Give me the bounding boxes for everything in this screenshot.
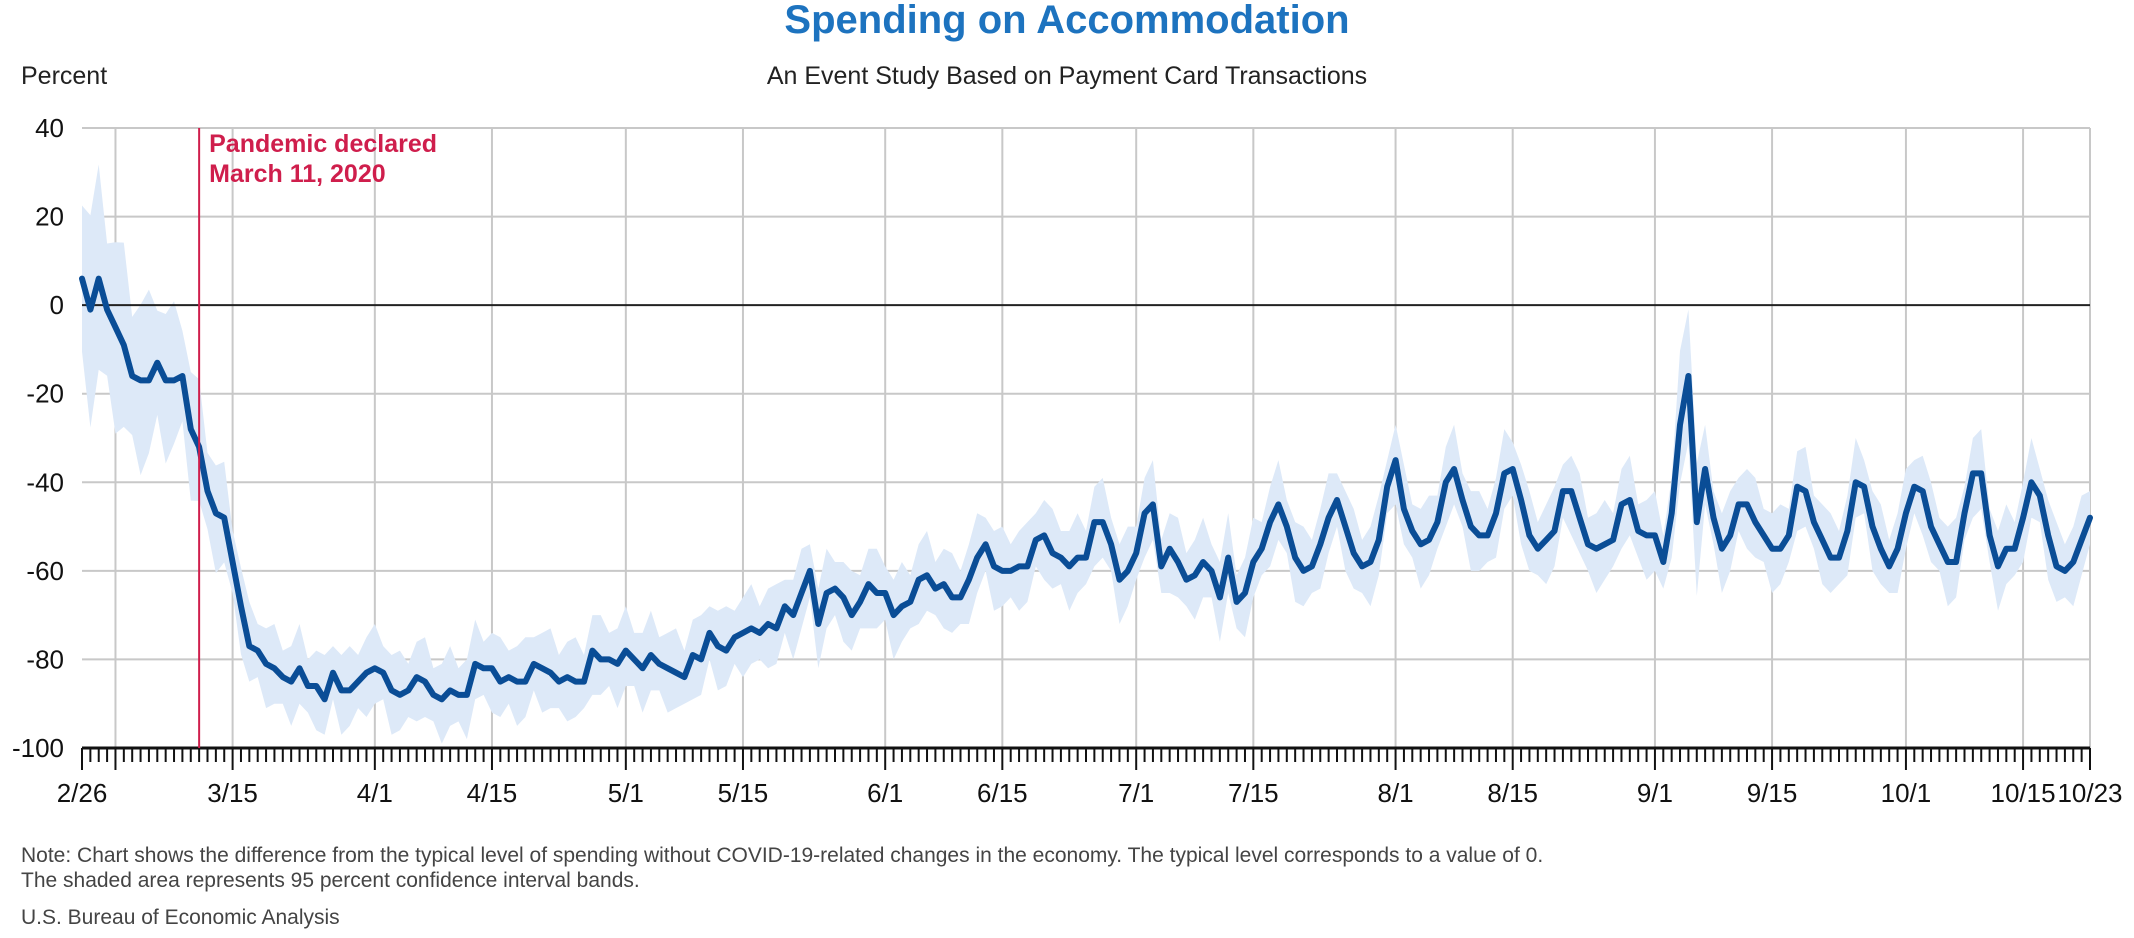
x-tick-label: 2/26 [57,778,108,808]
y-axis-label: Percent [21,62,107,90]
y-tick-label: -80 [26,644,64,674]
x-tick-label: 7/15 [1228,778,1279,808]
x-axis [81,746,2091,770]
x-tick-label: 9/15 [1747,778,1798,808]
y-tick-label: 0 [50,290,64,320]
y-tick-label: 40 [35,113,64,143]
x-tick-label: 10/1 [1881,778,1932,808]
x-tick-label: 7/1 [1118,778,1154,808]
y-tick-label: -20 [26,379,64,409]
x-tick-label: 4/15 [467,778,518,808]
x-tick-label: 8/1 [1377,778,1413,808]
pandemic-annotation-line2: March 11, 2020 [209,160,386,188]
x-tick-label: 6/15 [977,778,1028,808]
x-tick-label: 10/15 [1991,778,2056,808]
x-tick-label: 5/1 [608,778,644,808]
x-tick-label: 3/15 [207,778,258,808]
x-tick-label: 5/15 [718,778,769,808]
x-axis-tick-labels: 2/26 3/15 4/1 4/15 5/1 5/15 6/1 6/15 7/1 7/15 8/1 8… [57,778,2123,808]
x-tick-label: 9/1 [1637,778,1673,808]
note-line2: The shaded area represents 95 percent co… [21,869,640,892]
x-tick-label: 4/1 [357,778,393,808]
x-tick-label: 6/1 [867,778,903,808]
source-note: U.S. Bureau of Economic Analysis [21,906,340,929]
note-line1: Note: Chart shows the difference from th… [21,844,1543,867]
series-line [79,275,2093,703]
y-tick-label: -100 [12,733,64,763]
confidence-band [82,164,2090,744]
x-tick-label: 10/23 [2057,778,2122,808]
chart-title: Spending on Accommodation [784,0,1349,42]
pandemic-annotation-line1: Pandemic declared [209,130,437,158]
y-tick-label: -60 [26,556,64,586]
y-axis-ticks: 40 20 0 -20 -40 -60 -80 -100 [12,113,64,763]
chart-subtitle: An Event Study Based on Payment Card Tra… [767,62,1367,90]
y-tick-label: 20 [35,202,64,232]
y-tick-label: -40 [26,467,64,497]
x-tick-label: 8/15 [1487,778,1538,808]
